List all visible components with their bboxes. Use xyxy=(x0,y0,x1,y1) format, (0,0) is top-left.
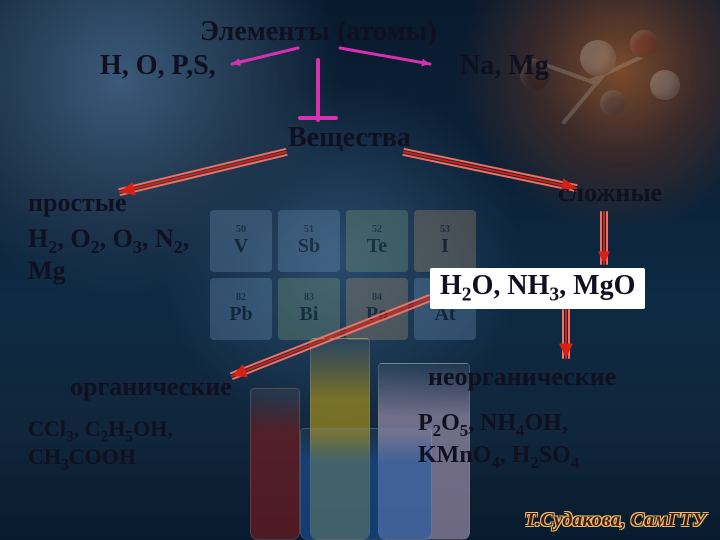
label-organic-list: CCl3, C2H5OH, xyxy=(28,416,173,446)
label-inorg-list: P2O5, NH4OH, xyxy=(418,410,568,441)
label-simple-list2: Mg xyxy=(28,256,66,286)
label-elem-right: Na, Mg xyxy=(460,50,549,82)
slide-root: 50V51Sb52Te53I82Pb83Bi84Po85At Элементы … xyxy=(0,0,720,540)
label-inorg-list2: KMnO4, H2SO4 xyxy=(418,442,579,473)
label-substances: Вещества xyxy=(288,122,411,154)
label-complex: сложные xyxy=(558,178,662,208)
label-simple-list: H2, O2, O3, N2, xyxy=(28,224,189,258)
label-inorganic: неорганические xyxy=(428,362,616,392)
label-organic: органические xyxy=(70,372,232,402)
label-simple: простые xyxy=(28,188,127,218)
label-compounds-box: H2O, NH3, MgO xyxy=(430,268,645,309)
label-elem-left: H, O, P,S, xyxy=(100,50,216,82)
credit: Т.Судакова, СамГТУ xyxy=(524,509,706,532)
label-organic-list2: CH3COOH xyxy=(28,444,136,474)
label-title: Элементы (атомы) xyxy=(200,16,437,48)
